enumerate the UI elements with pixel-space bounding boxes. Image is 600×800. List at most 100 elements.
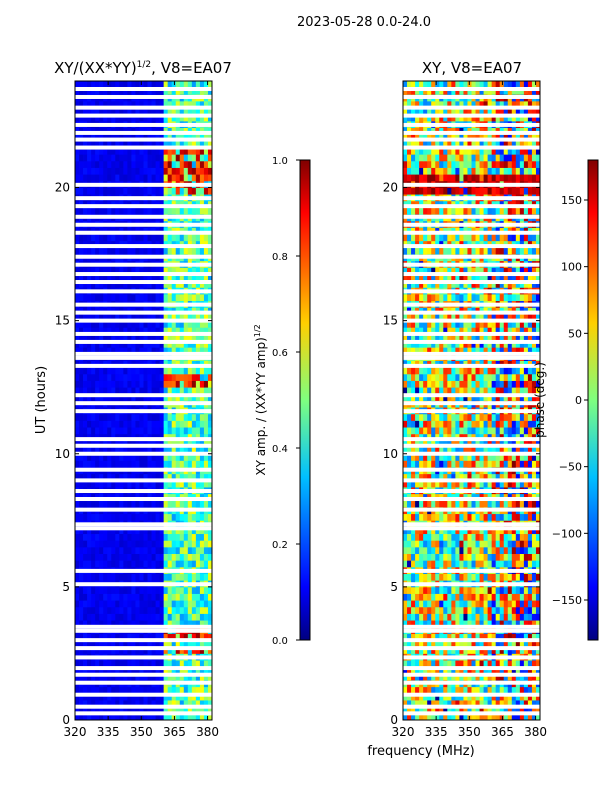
left-heat-cell	[91, 633, 96, 641]
right-heat-cell	[403, 480, 408, 488]
right-heat-cell	[527, 526, 533, 535]
left-heat-cell	[155, 447, 161, 455]
right-heat-cell	[419, 460, 424, 468]
left-heat-cell	[171, 660, 177, 668]
left-heat-cell	[155, 140, 161, 148]
right-heat-cell	[447, 546, 452, 554]
left-heat-cell	[163, 87, 169, 95]
left-heat-cell	[127, 333, 132, 341]
right-heat-cell	[407, 700, 412, 708]
left-heat-cell	[99, 81, 104, 89]
left-heat-cell	[191, 174, 197, 182]
right-heat-cell	[483, 473, 489, 481]
right-heat-cell	[491, 713, 497, 721]
right-heat-cell	[435, 420, 440, 428]
left-heat-cell	[163, 107, 169, 115]
left-heat-cell	[203, 713, 209, 721]
left-heat-cell	[127, 700, 132, 708]
right-heat-cell	[439, 666, 444, 674]
left-heat-cell	[187, 333, 193, 341]
left-heat-cell	[187, 593, 193, 601]
left-heat-cell	[191, 114, 197, 122]
left-heat-cell	[83, 606, 88, 614]
right-heat-cell	[527, 500, 533, 508]
left-heat-cell	[103, 600, 108, 608]
right-heat-cell	[419, 620, 424, 628]
left-heat-cell	[167, 154, 173, 162]
left-heat-cell	[91, 234, 96, 242]
right-heat-cell	[427, 387, 432, 395]
left-heat-cell	[143, 586, 148, 594]
left-heat-cell	[159, 473, 165, 481]
left-heat-cell	[179, 87, 185, 95]
left-heat-cell	[127, 427, 132, 435]
left-heat-cell	[87, 560, 92, 568]
left-heat-cell	[95, 313, 100, 322]
right-heat-cell	[499, 460, 505, 468]
right-heat-cell	[435, 427, 440, 435]
left-heat-cell	[111, 686, 116, 694]
left-heat-cell	[95, 340, 100, 348]
left-heat-cell	[75, 453, 80, 461]
right-heat-cell	[439, 646, 444, 654]
left-heat-cell	[199, 420, 205, 428]
right-heat-cell	[435, 453, 440, 461]
left-heat-cell	[131, 666, 136, 674]
left-heat-cell	[107, 453, 112, 461]
left-heat-cell	[147, 187, 152, 195]
left-heat-cell	[203, 280, 209, 288]
left-heat-cell	[207, 560, 213, 568]
left-heat-cell	[195, 333, 201, 341]
left-heat-cell	[183, 573, 189, 581]
left-heat-cell	[155, 660, 161, 668]
left-heat-cell	[107, 553, 112, 561]
left-heat-cell	[187, 447, 193, 455]
left-heat-cell	[147, 693, 152, 701]
left-heat-cell	[163, 387, 169, 395]
right-heat-cell	[459, 593, 464, 601]
left-heat-cell	[175, 274, 181, 282]
left-heat-cell	[127, 673, 132, 681]
left-heat-cell	[199, 453, 205, 461]
right-heat-cell	[423, 413, 428, 421]
right-heat-cell	[519, 427, 525, 435]
left-heat-cell	[75, 473, 80, 481]
left-heat-cell	[207, 673, 213, 681]
right-heat-cell	[439, 513, 444, 521]
left-heat-cell	[135, 387, 140, 395]
left-heat-cell	[155, 267, 161, 275]
right-heat-cell	[503, 473, 509, 481]
right-heat-cell	[431, 593, 436, 601]
right-heat-cell	[487, 420, 493, 428]
left-heat-cell	[187, 553, 193, 561]
right-heat-cell	[503, 693, 509, 701]
left-heat-cell	[159, 453, 165, 461]
right-heat-cell	[447, 620, 452, 628]
right-heat-cell	[403, 413, 408, 421]
right-heat-cell	[423, 613, 428, 621]
left-heat-cell	[199, 427, 205, 435]
right-heat-cell	[439, 473, 444, 481]
right-heat-cell	[463, 673, 468, 681]
left-heat-cell	[123, 513, 128, 521]
right-heat-cell	[427, 500, 432, 508]
right-heat-cell	[503, 686, 509, 694]
right-heat-cell	[475, 646, 480, 654]
left-heat-cell	[95, 586, 100, 594]
left-heat-cell	[155, 187, 161, 195]
left-heat-cell	[135, 427, 140, 435]
left-heat-cell	[155, 546, 161, 554]
left-heat-cell	[99, 473, 104, 481]
right-heat-cell	[535, 526, 541, 535]
left-heat-cell	[143, 473, 148, 481]
left-heat-cell	[75, 620, 80, 628]
left-heat-cell	[107, 420, 112, 428]
right-heat-cell	[407, 553, 412, 561]
left-heat-cell	[151, 174, 156, 182]
right-heat-cell	[451, 453, 456, 461]
left-heat-cell	[159, 673, 165, 681]
right-heat-cell	[435, 706, 440, 714]
left-heat-cell	[103, 187, 108, 195]
left-heat-cell	[143, 693, 148, 701]
left-heat-cell	[183, 100, 189, 109]
